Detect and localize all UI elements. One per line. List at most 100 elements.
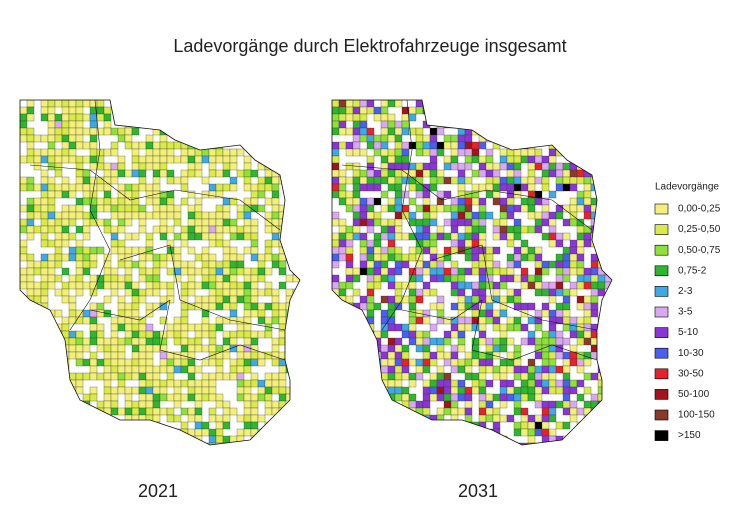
grid-cell <box>117 442 126 445</box>
district-boundary <box>341 164 593 231</box>
grid-cell <box>576 106 585 115</box>
grid-cell <box>159 351 168 360</box>
grid-cell <box>352 197 361 206</box>
grid-cell <box>180 421 189 430</box>
grid-cell <box>359 337 368 346</box>
grid-cell <box>520 421 529 430</box>
grid-cell <box>527 281 536 290</box>
grid-cell <box>485 442 494 445</box>
grid-cell <box>583 442 592 445</box>
grid-cell <box>166 428 175 437</box>
grid-cell <box>359 295 368 304</box>
grid-cell <box>103 169 112 178</box>
grid-cell <box>54 435 63 444</box>
grid-cell <box>520 309 529 318</box>
grid-cell <box>332 316 340 325</box>
grid-cell <box>555 267 564 276</box>
grid-cell <box>257 428 266 437</box>
grid-cell <box>33 414 42 423</box>
grid-cell <box>548 414 557 423</box>
grid-cell <box>250 435 259 444</box>
grid-cell <box>415 337 424 346</box>
grid-cell <box>541 204 550 213</box>
grid-cell <box>180 316 189 325</box>
grid-cell <box>40 218 49 227</box>
grid-cell <box>33 134 42 143</box>
grid-cell <box>604 400 612 409</box>
grid-cell <box>96 309 105 318</box>
grid-cell <box>20 358 28 367</box>
grid-cell <box>359 106 368 115</box>
grid-cell <box>513 365 522 374</box>
grid-cell <box>506 162 515 171</box>
grid-cell <box>366 169 375 178</box>
grid-cell <box>387 225 396 234</box>
grid-cell <box>527 302 536 311</box>
grid-cell <box>61 407 70 416</box>
grid-cell <box>492 435 501 444</box>
grid-cell <box>124 386 133 395</box>
grid-cell <box>222 260 231 269</box>
grid-cell <box>450 113 459 122</box>
grid-cell <box>173 379 182 388</box>
grid-cell <box>583 211 592 220</box>
grid-cell <box>243 421 252 430</box>
grid-cell <box>332 190 340 199</box>
grid-cell <box>54 442 63 445</box>
grid-cell <box>332 100 340 108</box>
grid-cell <box>527 176 536 185</box>
grid-cell <box>429 127 438 136</box>
grid-cell <box>464 393 473 402</box>
grid-cell <box>187 267 196 276</box>
grid-cell <box>506 351 515 360</box>
grid-cell <box>373 134 382 143</box>
grid-cell <box>264 197 273 206</box>
grid-cell <box>366 288 375 297</box>
grid-cell <box>422 239 431 248</box>
grid-cell <box>159 100 168 108</box>
grid-cell <box>415 414 424 423</box>
grid-cell <box>576 365 585 374</box>
grid-cell <box>40 176 49 185</box>
grid-cell <box>366 337 375 346</box>
grid-cell <box>464 365 473 374</box>
grid-cell <box>436 428 445 437</box>
grid-cell <box>33 330 42 339</box>
grid-cell <box>380 260 389 269</box>
grid-cell <box>429 246 438 255</box>
grid-cell <box>457 428 466 437</box>
grid-cell <box>194 134 203 143</box>
grid-cell <box>285 323 294 332</box>
grid-cell <box>292 435 300 444</box>
grid-cell <box>471 309 480 318</box>
grid-cell <box>117 218 126 227</box>
grid-cell <box>215 323 224 332</box>
grid-cell <box>548 330 557 339</box>
grid-cell <box>401 323 410 332</box>
grid-cell <box>534 225 543 234</box>
grid-cell <box>332 141 340 150</box>
grid-cell <box>415 428 424 437</box>
grid-cell <box>499 218 508 227</box>
grid-cell <box>485 155 494 164</box>
grid-cell <box>20 120 28 129</box>
grid-cell <box>499 155 508 164</box>
grid-cell <box>541 162 550 171</box>
grid-cell <box>415 288 424 297</box>
grid-cell <box>180 358 189 367</box>
grid-cell <box>478 162 487 171</box>
grid-cell <box>271 155 280 164</box>
grid-cell <box>513 393 522 402</box>
grid-cell <box>359 100 368 108</box>
grid-cell <box>110 197 119 206</box>
grid-cell <box>257 267 266 276</box>
grid-cell <box>387 113 396 122</box>
grid-cell <box>352 365 361 374</box>
grid-cell <box>250 379 259 388</box>
grid-cell <box>278 421 287 430</box>
grid-cell <box>548 351 557 360</box>
grid-cell <box>373 232 382 241</box>
grid-cell <box>569 260 578 269</box>
grid-cell <box>527 246 536 255</box>
grid-cell <box>506 288 515 297</box>
